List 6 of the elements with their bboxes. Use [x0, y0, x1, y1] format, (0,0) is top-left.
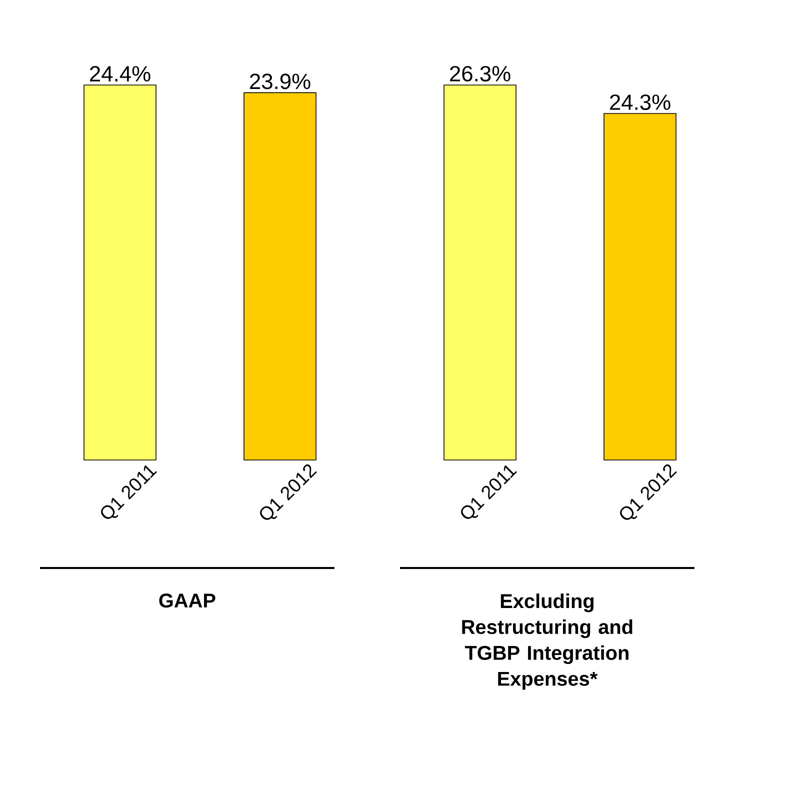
text: Excluding Restructuring and TGBP Integration Expenses* [462, 594, 632, 690]
text: GAAP [159, 594, 216, 608]
data-label: 23.9% [250, 74, 310, 90]
data-label: 24.3% [610, 94, 670, 110]
data-label: 26.3% [450, 66, 510, 82]
data-label: 24.4% [90, 66, 150, 82]
